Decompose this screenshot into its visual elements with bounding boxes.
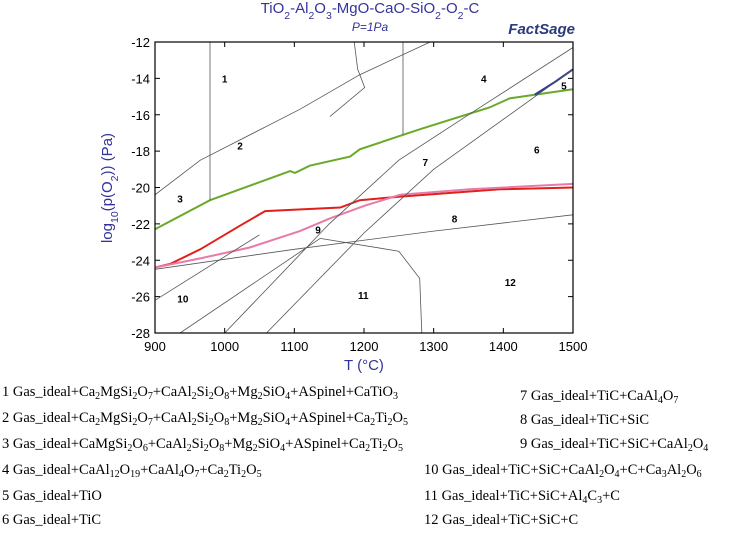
phase-boundary xyxy=(155,42,431,196)
x-tick-label: 1300 xyxy=(419,339,448,354)
region-label: 7 xyxy=(423,158,429,169)
key-entry: 10 Gas_ideal+TiC+SiC+CaAl2O4+C+Ca3Al2O6 xyxy=(424,462,702,480)
region-label: 10 xyxy=(177,294,189,305)
y-axis-label: log10(p(O2)) (Pa) xyxy=(99,133,121,243)
phase-boundary xyxy=(329,42,366,117)
phase-boundary xyxy=(155,186,573,269)
y-tick-label: -20 xyxy=(131,181,150,196)
key-entry: 2 Gas_ideal+Ca2MgSi2O7+CaAl2Si2O8+Mg2SiO… xyxy=(2,410,409,428)
region-label: 8 xyxy=(452,214,458,225)
region-label: 12 xyxy=(505,278,517,289)
x-axis-label: T (°C) xyxy=(344,357,384,374)
y-tick-label: -14 xyxy=(131,71,150,86)
chart-subtitle: P=1Pa xyxy=(352,20,389,34)
region-label: 2 xyxy=(237,142,243,153)
key-entry: 6 Gas_ideal+TiC xyxy=(2,512,102,528)
x-tick-label: 1400 xyxy=(489,339,518,354)
y-tick-label: -18 xyxy=(131,144,150,159)
phase-boundary xyxy=(266,68,573,333)
phase-boundary xyxy=(155,182,573,269)
y-tick-label: -12 xyxy=(131,35,150,50)
key-entry: 9 Gas_ideal+TiC+SiC+CaAl2O4 xyxy=(520,436,709,454)
phase-boundary xyxy=(224,47,573,333)
x-tick-label: 1100 xyxy=(280,339,308,354)
region-label: 5 xyxy=(561,82,567,93)
region-label: 3 xyxy=(177,194,183,205)
key-entry: 5 Gas_ideal+TiO xyxy=(2,488,102,504)
key-entry: 11 Gas_ideal+TiC+SiC+Al4C3+C xyxy=(424,488,620,506)
phase-boundary xyxy=(155,234,260,301)
region-label: 1 xyxy=(222,74,228,85)
chart-title: TiO2-Al2O3-MgO-CaO-SiO2-O2-C xyxy=(261,0,480,22)
key-entry: 7 Gas_ideal+TiC+CaAl4O7 xyxy=(520,388,679,406)
key-entry: 12 Gas_ideal+TiC+SiC+C xyxy=(424,512,579,528)
y-tick-label: -16 xyxy=(131,108,150,123)
chart: TiO2-Al2O3-MgO-CaO-SiO2-O2-C P=1Pa FactS… xyxy=(99,0,588,374)
x-tick-label: 1200 xyxy=(350,339,379,354)
phase-boundary xyxy=(320,238,423,333)
phase-boundary xyxy=(155,214,573,270)
key-entry: 1 Gas_ideal+Ca2MgSi2O7+CaAl2Si2O8+Mg2SiO… xyxy=(2,384,398,402)
key-entry: 3 Gas_ideal+CaMgSi2O6+CaAl2Si2O8+Mg2SiO4… xyxy=(2,436,404,454)
region-label: 11 xyxy=(358,291,369,302)
plot-frame xyxy=(154,41,574,334)
y-tick-label: -24 xyxy=(131,253,150,268)
key-entry: 4 Gas_ideal+CaAl12O19+CaAl4O7+Ca2Ti2O5 xyxy=(2,462,262,480)
key-entry: 8 Gas_ideal+TiC+SiC xyxy=(520,412,650,428)
y-tick-label: -28 xyxy=(131,326,150,341)
region-label: 6 xyxy=(534,145,540,156)
x-tick-label: 1500 xyxy=(559,339,588,354)
phase-boundary xyxy=(179,238,321,333)
y-tick-label: -22 xyxy=(131,217,150,232)
region-label: 9 xyxy=(315,225,321,236)
phase-boundary xyxy=(155,88,573,231)
x-tick-label: 900 xyxy=(144,339,166,354)
region-label: 4 xyxy=(481,74,487,85)
y-tick-label: -26 xyxy=(131,290,150,305)
x-tick-label: 1000 xyxy=(210,339,239,354)
logo: FactSage xyxy=(508,21,575,38)
